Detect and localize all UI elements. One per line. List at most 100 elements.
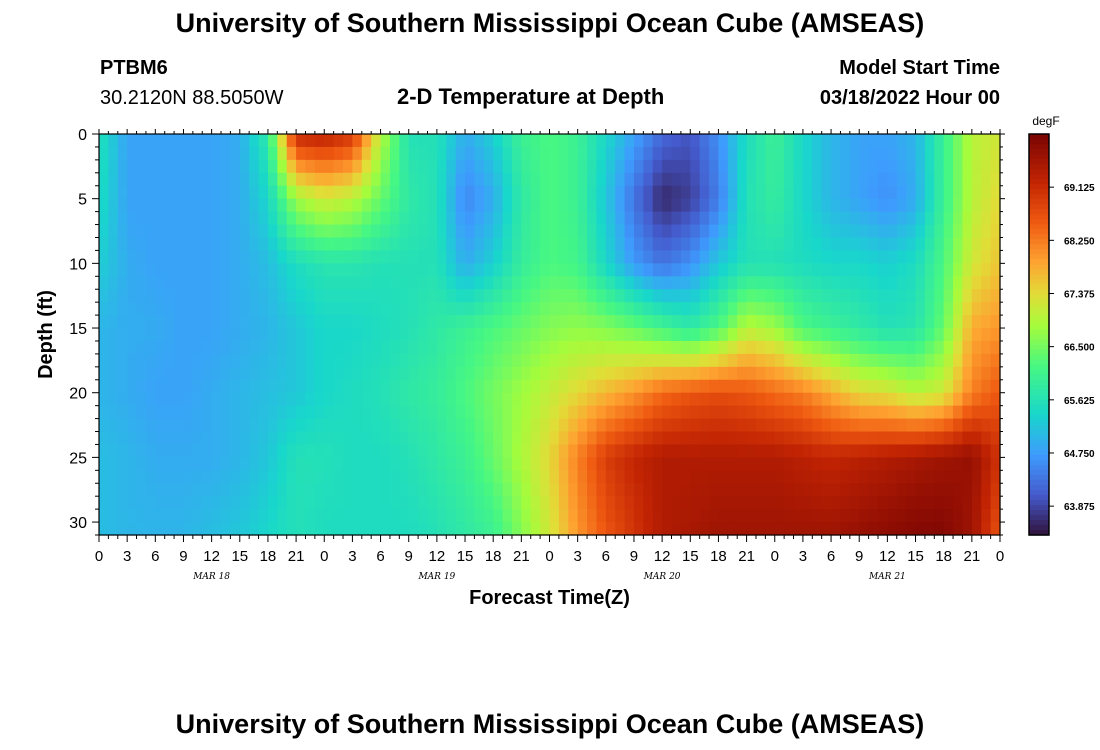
heatmap-cell — [615, 302, 626, 316]
heatmap-cell — [662, 457, 673, 471]
colorbar-segment — [1029, 354, 1049, 361]
heatmap-cell — [568, 483, 579, 497]
heatmap-cell — [117, 198, 128, 213]
colorbar-segment — [1029, 489, 1049, 496]
colorbar-segment — [1029, 364, 1049, 371]
heatmap-cell — [277, 366, 288, 381]
heatmap-cell — [859, 328, 870, 342]
heatmap-cell — [943, 366, 954, 381]
heatmap-cell — [258, 418, 269, 433]
heatmap-cell — [577, 315, 588, 329]
heatmap-cell — [127, 276, 138, 290]
heatmap-cell — [380, 289, 391, 303]
heatmap-cell — [877, 379, 888, 394]
heatmap-cell — [737, 457, 748, 471]
heatmap-cell — [408, 315, 419, 329]
heatmap-cell — [990, 379, 1001, 394]
heatmap-cell — [183, 340, 194, 355]
heatmap-cell — [511, 366, 522, 381]
heatmap-cell — [793, 289, 804, 303]
heatmap-cell — [690, 289, 701, 303]
heatmap-cell — [408, 431, 419, 446]
heatmap-cell — [127, 392, 138, 407]
heatmap-cell — [361, 496, 372, 510]
heatmap-cell — [831, 146, 842, 161]
heatmap-cell — [333, 522, 344, 536]
heatmap-cell — [596, 392, 607, 407]
heatmap-cell — [183, 134, 194, 148]
heatmap-cell — [990, 392, 1001, 407]
x-tick-label: 6 — [376, 548, 384, 565]
heatmap-cell — [155, 353, 166, 368]
heatmap-cell — [202, 134, 213, 148]
heatmap-cell — [324, 134, 335, 148]
heatmap-cell — [568, 328, 579, 342]
heatmap-cell — [924, 224, 935, 239]
heatmap-cell — [483, 457, 494, 471]
heatmap-cell — [239, 198, 250, 213]
heatmap-cell — [258, 172, 269, 187]
heatmap-cell — [680, 328, 691, 342]
heatmap-cell — [755, 392, 766, 407]
heatmap-cell — [249, 172, 260, 187]
heatmap-cell — [568, 470, 579, 484]
x-axis-ticks: 0 3 6 9 12 15 18 21 0 3 6 9 12 15 18 21 0 3 6 9 12 15 18 21 0 3 6 9… — [95, 129, 1004, 582]
heatmap-cell — [446, 224, 457, 239]
heatmap-cell — [249, 237, 260, 252]
heatmap-cell — [230, 224, 241, 239]
heatmap-cell — [971, 198, 982, 213]
heatmap-cell — [671, 263, 682, 277]
heatmap-cell — [408, 340, 419, 355]
heatmap-cell — [493, 431, 504, 446]
heatmap-cell — [380, 276, 391, 290]
heatmap-cell — [737, 340, 748, 355]
heatmap-cell — [746, 328, 757, 342]
heatmap-cell — [314, 353, 325, 368]
heatmap-cell — [849, 483, 860, 497]
heatmap-cell — [877, 431, 888, 446]
colorbar-segment — [1029, 409, 1049, 416]
heatmap-cell — [802, 172, 813, 187]
heatmap-cell — [389, 237, 400, 252]
heatmap-cell — [831, 237, 842, 252]
heatmap-cell — [915, 211, 926, 226]
heatmap-cell — [652, 418, 663, 433]
heatmap-cell — [558, 509, 569, 523]
heatmap-cell — [587, 289, 598, 303]
heatmap-cell — [962, 379, 973, 394]
heatmap-cell — [258, 470, 269, 484]
heatmap-cell — [99, 444, 109, 458]
heatmap-cell — [596, 237, 607, 252]
heatmap-cell — [502, 146, 513, 161]
heatmap-cell — [831, 470, 842, 484]
heatmap-cell — [314, 522, 325, 536]
heatmap-cell — [596, 405, 607, 420]
heatmap-cell — [427, 470, 438, 484]
heatmap-cell — [267, 522, 278, 536]
heatmap-cell — [662, 134, 673, 148]
heatmap-cell — [192, 146, 203, 161]
heatmap-cell — [117, 418, 128, 433]
heatmap-cell — [802, 379, 813, 394]
heatmap-cell — [99, 198, 109, 213]
heatmap-cell — [849, 289, 860, 303]
heatmap-cell — [633, 509, 644, 523]
heatmap-cell — [164, 250, 175, 264]
heatmap-cell — [389, 405, 400, 420]
heatmap-cell — [258, 211, 269, 226]
heatmap-cell — [455, 483, 466, 497]
heatmap-cell — [737, 198, 748, 213]
heatmap-cell — [117, 172, 128, 187]
heatmap-cell — [117, 263, 128, 277]
heatmap-cell — [521, 134, 532, 148]
heatmap-cell — [971, 237, 982, 252]
heatmap-cell — [887, 224, 898, 239]
heatmap-cell — [183, 146, 194, 161]
heatmap-cell — [286, 211, 297, 226]
heatmap-cell — [399, 185, 410, 200]
heatmap-cell — [389, 185, 400, 200]
heatmap-cell — [577, 353, 588, 368]
heatmap-cell — [877, 496, 888, 510]
heatmap-cell — [371, 509, 382, 523]
heatmap-cell — [117, 431, 128, 446]
